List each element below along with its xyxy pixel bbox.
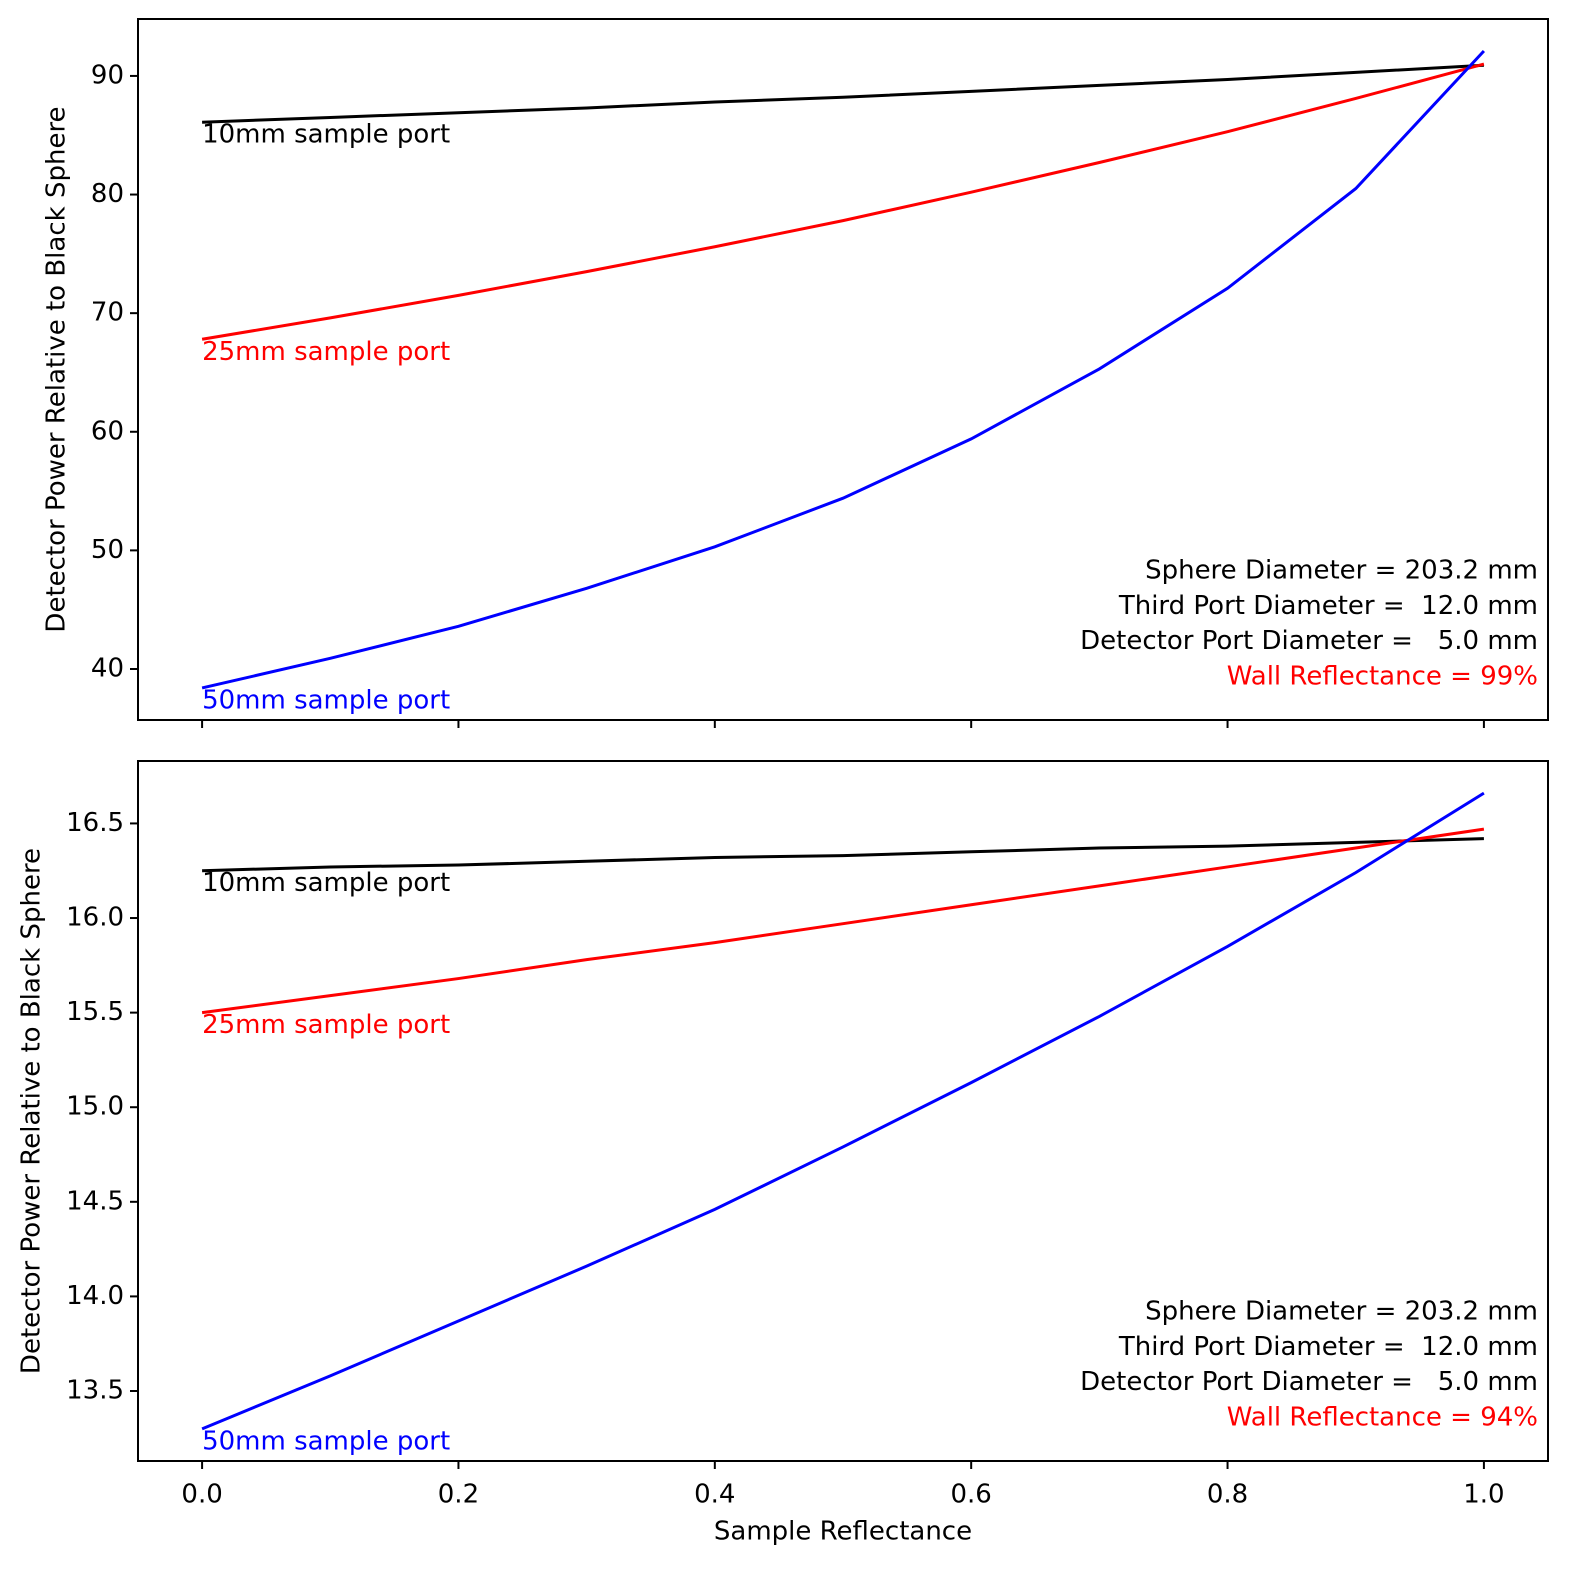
series-label: 25mm sample port [202, 337, 450, 367]
line-series [202, 837, 1484, 873]
x-tick-label: 0.0 [181, 1480, 222, 1510]
x-tick-label: 0.6 [951, 1480, 992, 1510]
annotation: Detector Port Diameter = 5.0 mm [1080, 626, 1538, 656]
y-tick-label: 13.5 [66, 1376, 124, 1406]
y-tick-label: 40 [91, 653, 124, 683]
annotation: Third Port Diameter = 12.0 mm [1118, 1332, 1538, 1362]
series-label: 50mm sample port [202, 685, 450, 715]
line-series [202, 63, 1484, 124]
y-tick-label: 50 [91, 535, 124, 565]
x-axis-label: Sample Reflectance [714, 1517, 972, 1547]
y-axis-label: Detector Power Relative to Black Sphere [17, 848, 47, 1374]
y-tick-label: 80 [91, 179, 124, 209]
x-tick-label: 1.0 [1463, 1480, 1504, 1510]
annotation: Wall Reflectance = 94% [1227, 1403, 1538, 1433]
y-tick-label: 16.5 [66, 808, 124, 838]
line-series [201, 50, 1486, 690]
y-axis-label: Detector Power Relative to Black Sphere [42, 106, 72, 632]
annotation: Wall Reflectance = 99% [1227, 662, 1538, 692]
y-tick-label: 14.0 [66, 1281, 124, 1311]
y-tick-label: 70 [91, 298, 124, 328]
axes-frame [137, 760, 1549, 1462]
x-tick-label: 0.8 [1207, 1480, 1248, 1510]
y-tick-label: 60 [91, 416, 124, 446]
x-tick-label: 0.2 [438, 1480, 479, 1510]
y-tick-label: 14.5 [66, 1186, 124, 1216]
y-tick-label: 16.0 [66, 903, 124, 933]
series-label: 10mm sample port [202, 868, 450, 898]
annotation: Sphere Diameter = 203.2 mm [1145, 556, 1538, 586]
annotation: Third Port Diameter = 12.0 mm [1118, 591, 1538, 621]
annotation: Sphere Diameter = 203.2 mm [1145, 1297, 1538, 1327]
series-label: 10mm sample port [202, 120, 450, 150]
y-tick-label: 15.0 [66, 1092, 124, 1122]
y-tick-label: 90 [91, 60, 124, 90]
line-series [201, 62, 1485, 341]
series-label: 25mm sample port [202, 1010, 450, 1040]
x-tick-label: 0.4 [694, 1480, 735, 1510]
line-series [201, 827, 1485, 1015]
line-series [201, 791, 1485, 1431]
series-label: 50mm sample port [202, 1426, 450, 1456]
axes-frame [137, 18, 1549, 721]
annotation: Detector Port Diameter = 5.0 mm [1080, 1367, 1538, 1397]
y-tick-label: 15.5 [66, 997, 124, 1027]
